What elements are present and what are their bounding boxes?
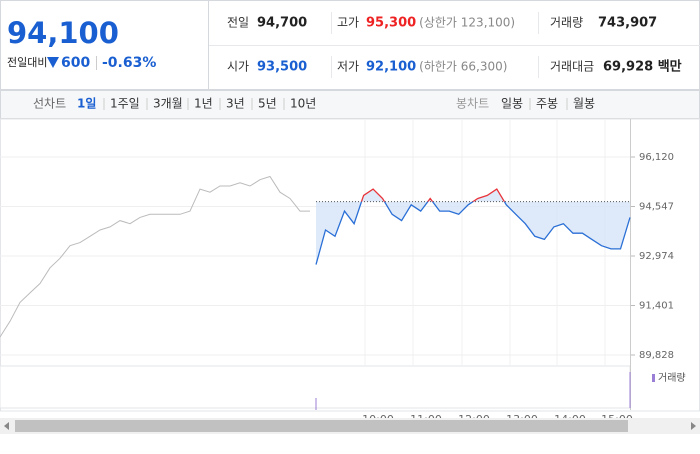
change-pct: -0.63%: [102, 55, 156, 71]
scroll-right[interactable]: [691, 422, 696, 430]
y-tick-label: 89,828: [639, 350, 674, 361]
y-tick-label: 91,401: [639, 301, 674, 312]
scroll-thumb[interactable]: [15, 420, 628, 432]
summary-label: 거래대금: [550, 60, 594, 74]
tab[interactable]: 주봉: [536, 97, 558, 111]
summary-value: 69,928 백만: [603, 59, 682, 75]
down-arrow: [47, 57, 59, 68]
y-tick-label: 92,974: [639, 251, 674, 262]
summary-value: 94,700: [257, 16, 307, 31]
tab[interactable]: 월봉: [573, 97, 595, 111]
change-label: 전일대비: [7, 55, 47, 69]
summary-label: 저가: [337, 60, 359, 74]
summary-label: 시가: [227, 60, 249, 74]
summary-value: 92,100: [366, 60, 416, 75]
legend-swatch: [652, 374, 655, 382]
prev-line: [0, 175, 310, 338]
price-line: [315, 201, 631, 265]
volume-panel: [0, 365, 631, 409]
tab[interactable]: 3년: [226, 97, 245, 111]
summary-note: (상한가 123,100): [419, 16, 515, 30]
price-line-up: [360, 188, 506, 202]
summary-value: 93,500: [257, 60, 307, 75]
tab[interactable]: 1일: [77, 97, 96, 111]
tab-label: 봉차트: [456, 97, 489, 111]
summary-label: 전일: [227, 16, 249, 30]
summary-note: (하한가 66,300): [419, 60, 507, 74]
price: 94,100: [7, 16, 119, 50]
tab[interactable]: 일봉: [501, 97, 523, 111]
tab[interactable]: 5년: [258, 97, 277, 111]
summary-value: 743,907: [598, 16, 657, 31]
summary-label: 고가: [337, 16, 359, 30]
summary-value: 95,300: [366, 16, 416, 31]
scroll-left[interactable]: [4, 422, 9, 430]
tab[interactable]: 1년: [194, 97, 213, 111]
y-tick-label: 94,547: [639, 202, 674, 213]
tab[interactable]: 3개월: [153, 97, 183, 111]
legend: 거래량: [658, 372, 686, 384]
y-tick-label: 96,120: [639, 152, 674, 163]
tab-label: 선차트: [33, 97, 66, 111]
chart-frame: [0, 118, 700, 412]
summary-label: 거래량: [550, 16, 583, 30]
change: 600: [61, 55, 90, 71]
tab[interactable]: 1주일: [110, 97, 140, 111]
tab[interactable]: 10년: [290, 97, 316, 111]
area: [316, 189, 630, 265]
